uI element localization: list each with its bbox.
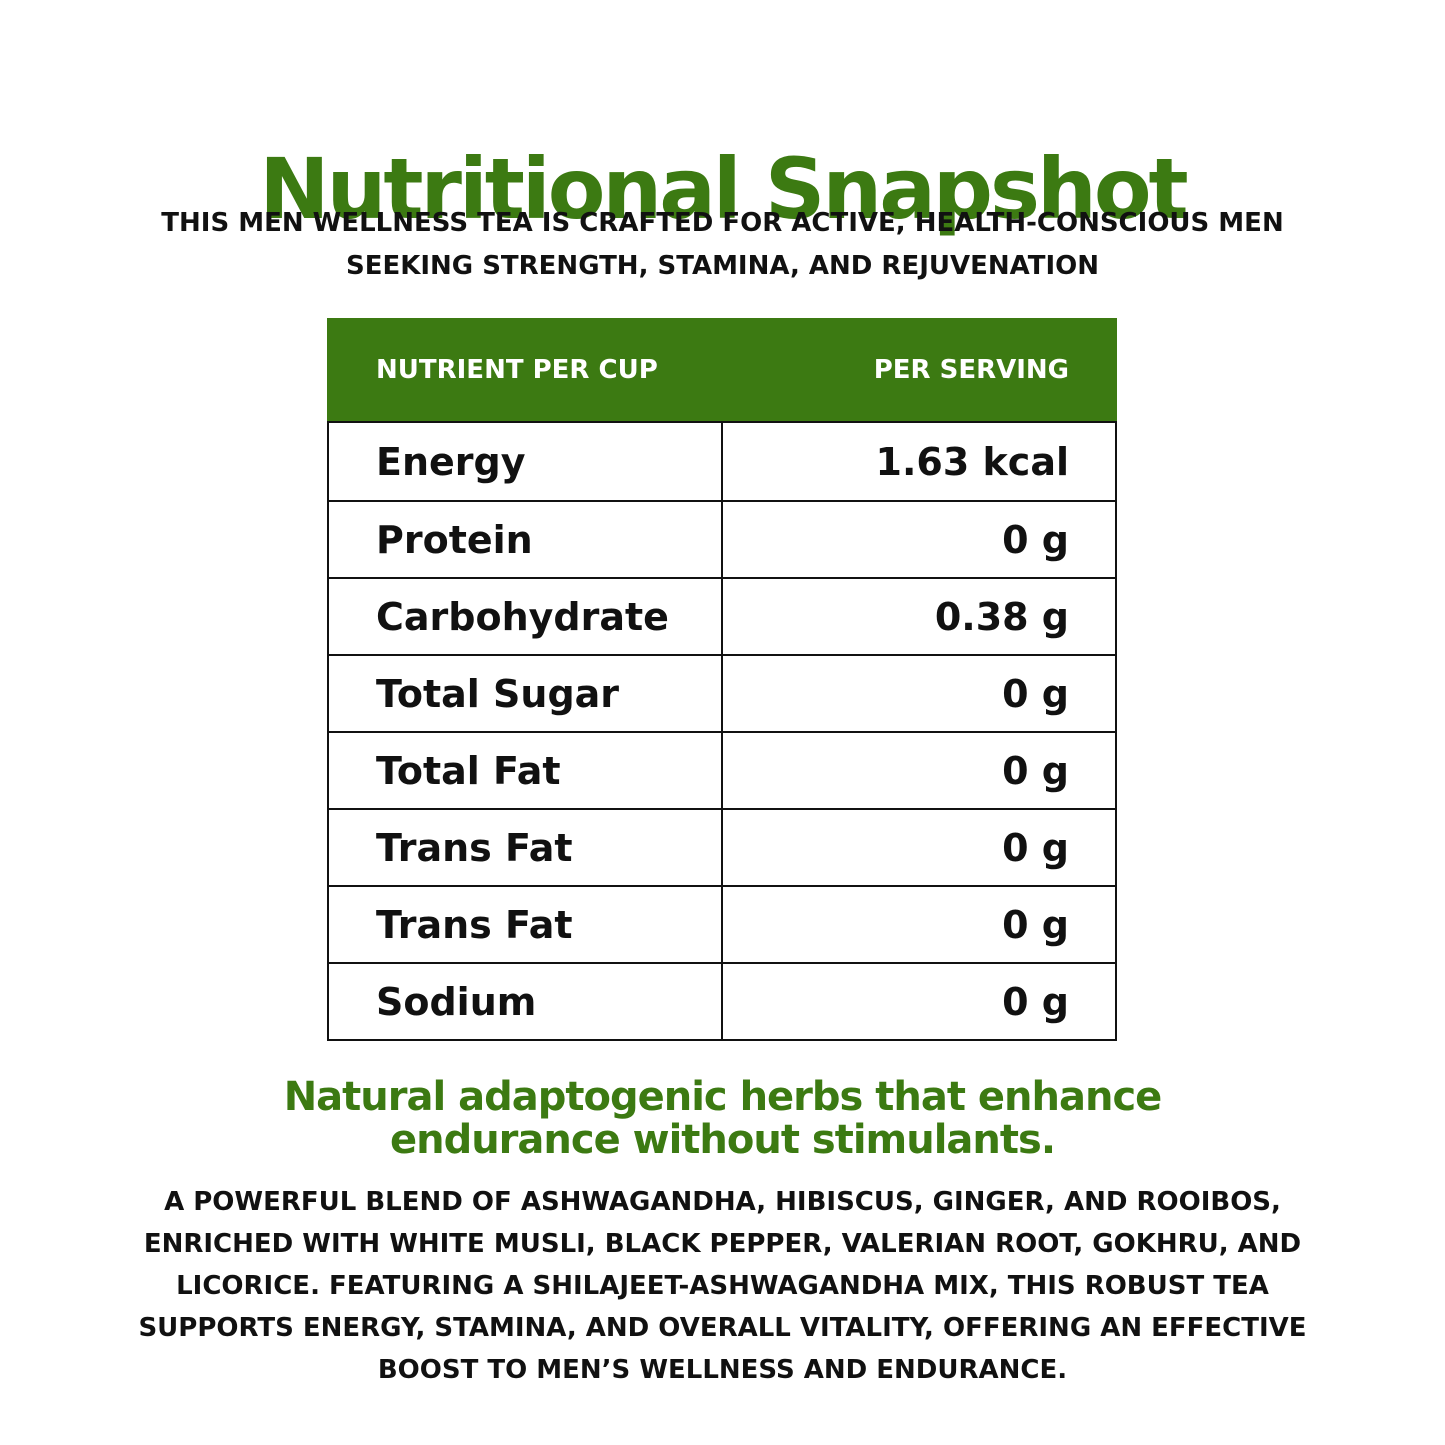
header-nutrient-per-cup: NUTRIENT PER CUP [376, 354, 658, 385]
nutrient-name: Carbohydrate [329, 579, 723, 654]
nutrient-value: 0.38 g [934, 594, 1069, 639]
nutrient-value: 0 g [1002, 825, 1069, 870]
nutrient-name: Trans Fat [329, 887, 723, 962]
page-title: Nutritional Snapshot [259, 140, 1188, 239]
page-subtitle: THIS MEN WELLNESS TEA IS CRAFTED FOR ACT… [161, 208, 1284, 281]
nutrient-name: Trans Fat [329, 810, 723, 885]
nutrition-table: NUTRIENT PER CUP PER SERVING Energy 1.63… [327, 318, 1117, 1041]
nutrient-value: 0 g [1002, 671, 1069, 716]
table-row: Trans Fat 0 g [329, 808, 1115, 885]
nutrient-value: 0 g [1002, 517, 1069, 562]
header-per-serving: PER SERVING [873, 354, 1069, 385]
table-row: Protein 0 g [329, 500, 1115, 577]
nutrient-name: Total Fat [329, 733, 723, 808]
table-row: Carbohydrate 0.38 g [329, 577, 1115, 654]
nutrition-table-header: NUTRIENT PER CUP PER SERVING [327, 318, 1117, 421]
nutrient-name: Energy [329, 423, 723, 500]
nutrient-name: Total Sugar [329, 656, 723, 731]
table-row: Trans Fat 0 g [329, 885, 1115, 962]
nutrient-name: Protein [329, 502, 723, 577]
nutrition-table-body: Energy 1.63 kcal Protein 0 g Carbohydrat… [327, 421, 1117, 1041]
table-row: Energy 1.63 kcal [329, 421, 1115, 500]
nutrient-value: 0 g [1002, 979, 1069, 1024]
nutrient-value: 0 g [1002, 902, 1069, 947]
table-row: Total Sugar 0 g [329, 654, 1115, 731]
table-row: Total Fat 0 g [329, 731, 1115, 808]
product-description: A POWERFUL BLEND OF ASHWAGANDHA, HIBISCU… [138, 1187, 1307, 1385]
nutrient-value: 1.63 kcal [875, 439, 1069, 484]
nutrient-name: Sodium [329, 964, 723, 1039]
nutrient-value: 0 g [1002, 748, 1069, 793]
tagline: Natural adaptogenic herbs that enhance e… [283, 1074, 1163, 1163]
table-row: Sodium 0 g [329, 962, 1115, 1039]
